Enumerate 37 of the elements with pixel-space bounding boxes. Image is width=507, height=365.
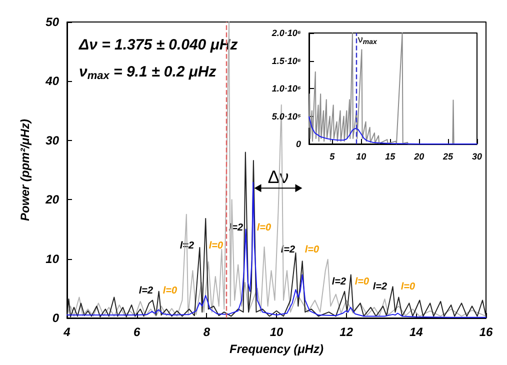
y-tick-label: 1.0·10⁶ xyxy=(272,84,302,94)
x-axis-title: Frequency (μHz) xyxy=(230,342,324,356)
y-tick-label: 50 xyxy=(46,15,60,29)
x-tick-label: 30 xyxy=(472,152,482,162)
x-tick-label: 4 xyxy=(62,325,71,339)
x-tick-label: 20 xyxy=(413,152,424,162)
x-tick-label: 8 xyxy=(203,325,210,339)
annotation: l=0 xyxy=(304,244,320,256)
annotation: l=0 xyxy=(208,240,224,252)
line-series xyxy=(66,22,486,317)
x-tick-label: 14 xyxy=(409,325,424,339)
y-tick-label: 0 xyxy=(296,139,301,149)
x-tick-label: 12 xyxy=(340,325,354,339)
y-tick-label: 20 xyxy=(44,192,60,207)
annotation: l=0 xyxy=(400,282,416,292)
annotation: l=0 xyxy=(354,276,370,288)
annotation: l=0 xyxy=(162,286,178,296)
x-tick-label: 25 xyxy=(442,152,454,162)
x-tick-label: 6 xyxy=(133,325,140,339)
y-tick-label: 30 xyxy=(46,133,60,148)
y-tick-label: 1.5·10⁶ xyxy=(272,56,302,66)
line-series xyxy=(308,32,478,144)
x-tick-label: 5 xyxy=(330,152,336,162)
y-tick-label: 2.0·10⁶ xyxy=(270,28,302,38)
annotation: l=2 xyxy=(372,282,388,292)
annotation: Δν xyxy=(268,167,289,188)
y-tick-label: 0 xyxy=(52,311,60,325)
y-tick-label: 40 xyxy=(44,74,60,88)
y-axis-title: Power (ppm²/μHz) xyxy=(18,119,32,221)
annotation: l=2 xyxy=(332,276,347,288)
y-tick-label: 5.0·10⁵ xyxy=(272,111,302,122)
y-tick-label: 10 xyxy=(46,252,60,266)
x-tick-label: 15 xyxy=(385,152,396,162)
x-tick-label: 16 xyxy=(479,325,493,339)
annotation: l=2 xyxy=(138,286,154,296)
x-tick-label: 10 xyxy=(356,152,366,162)
annotation: l=0 xyxy=(256,222,272,234)
